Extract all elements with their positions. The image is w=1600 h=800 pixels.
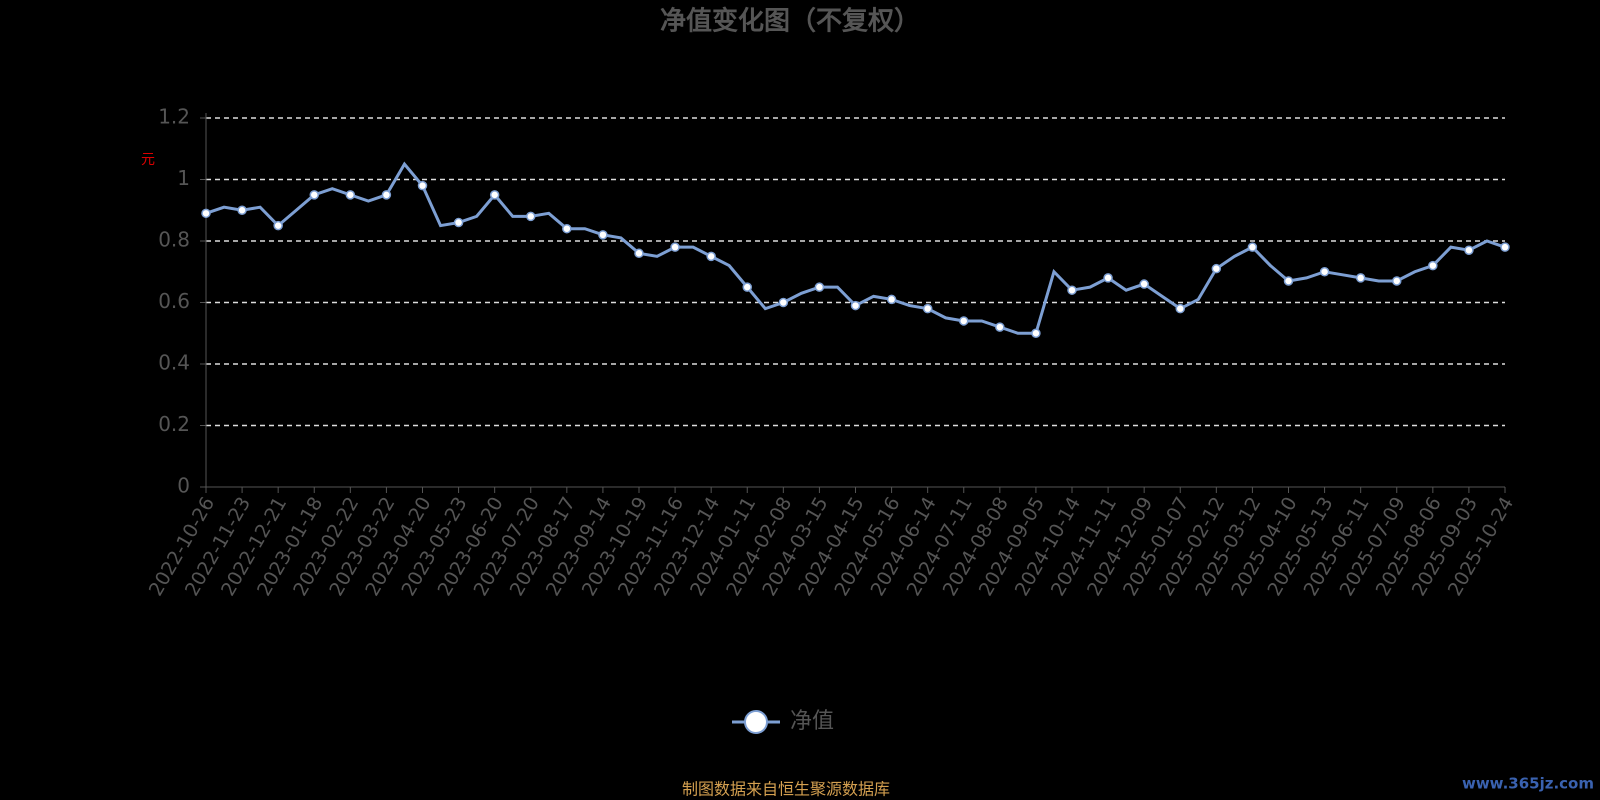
chart-title: 净值变化图（不复权） — [660, 6, 920, 37]
point-marker — [1355, 273, 1366, 283]
point-marker — [922, 303, 933, 314]
point-marker — [1392, 276, 1402, 286]
point-marker — [417, 180, 428, 191]
point-marker — [1211, 263, 1222, 274]
point-marker — [670, 242, 680, 252]
source-note: 制图数据来自恒生聚源数据库 — [682, 780, 890, 799]
point-marker — [273, 220, 283, 231]
point-marker — [1175, 303, 1185, 314]
point-marker — [1139, 279, 1149, 289]
point-marker — [850, 300, 861, 311]
point-marker — [1031, 328, 1041, 338]
point-marker — [886, 294, 897, 305]
legend-label: 净值 — [790, 709, 834, 734]
point-marker — [1500, 242, 1510, 252]
point-marker — [526, 211, 536, 222]
point-marker — [1319, 267, 1330, 277]
point-marker — [634, 248, 644, 259]
point-marker — [1247, 242, 1258, 252]
y-tick-label: 1 — [177, 166, 190, 190]
watermark: www.365jz.com — [1462, 775, 1594, 793]
point-marker — [381, 190, 392, 200]
point-marker — [1464, 245, 1474, 255]
point-marker — [778, 297, 789, 308]
point-marker — [309, 190, 319, 200]
point-marker — [562, 223, 572, 234]
point-marker — [742, 282, 752, 292]
point-marker — [237, 205, 247, 215]
y-tick-label: 0.2 — [158, 412, 190, 436]
point-marker — [814, 282, 825, 292]
y-tick-label: 0.6 — [158, 289, 190, 313]
legend-marker — [744, 710, 768, 734]
point-marker — [1067, 285, 1077, 295]
point-marker — [995, 322, 1005, 332]
point-marker — [598, 230, 608, 240]
point-marker — [453, 217, 464, 228]
y-axis-label: 元 — [141, 152, 155, 168]
point-marker — [345, 190, 356, 200]
y-tick-label: 0.8 — [158, 228, 190, 252]
point-marker — [1428, 260, 1438, 271]
point-marker — [959, 316, 969, 326]
point-marker — [201, 208, 211, 219]
point-marker — [1283, 276, 1294, 286]
point-marker — [1103, 273, 1113, 283]
point-marker — [489, 190, 500, 200]
point-marker — [706, 251, 716, 262]
y-tick-label: 0 — [177, 474, 190, 498]
y-tick-label: 1.2 — [158, 105, 190, 129]
y-tick-label: 0.4 — [158, 351, 190, 375]
